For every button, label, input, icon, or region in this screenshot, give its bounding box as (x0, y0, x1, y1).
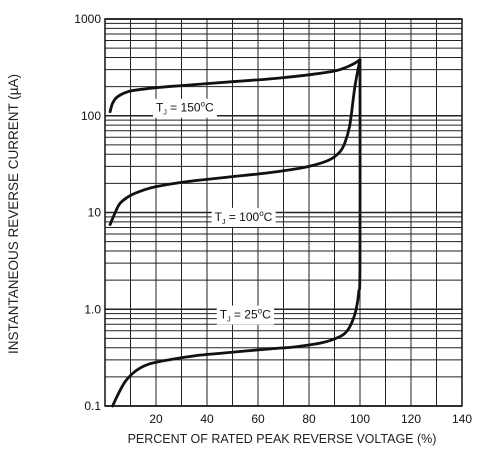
curve-label-bg-series-2 (216, 305, 275, 325)
curve-label-series-0: TJ = 150oC (156, 100, 214, 117)
x-tick-label: 100 (350, 412, 370, 426)
x-tick-label: 80 (302, 412, 316, 426)
curve-label-bg-series-1 (211, 207, 276, 227)
data-curves (108, 58, 362, 408)
x-tick-label: 60 (251, 412, 265, 426)
curve-label-series-1: TJ = 100oC (215, 209, 273, 226)
x-tick-label: 20 (149, 412, 163, 426)
x-tick-label: 140 (452, 412, 472, 426)
y-tick-label: 0.1 (84, 399, 101, 413)
curve-label-series-2: TJ = 25oC (220, 307, 271, 324)
y-tick-label: 100 (81, 109, 101, 123)
x-tick-labels: 20 40 60 80 100 120 140 (149, 412, 472, 426)
grid-lines (104, 18, 463, 407)
plot-frame (104, 18, 463, 407)
y-tick-label: 10 (88, 206, 102, 220)
curve-series-2 (111, 58, 362, 408)
x-tick-label: 120 (401, 412, 421, 426)
y-axis-label: INSTANTANEOUS REVERSE CURRENT (µA) (6, 74, 21, 354)
curve-series-1 (108, 58, 362, 226)
curve-labels: TJ = 150oC TJ = 100oC TJ = 25oC (153, 98, 276, 325)
curve-label-bg-series-0 (153, 98, 217, 118)
y-tick-label: 1.0 (84, 302, 101, 316)
x-tick-label: 40 (200, 412, 214, 426)
x-axis-label: PERCENT OF RATED PEAK REVERSE VOLTAGE (%… (128, 432, 437, 446)
y-tick-label: 1000 (74, 12, 101, 26)
curve-series-0 (108, 58, 362, 114)
y-tick-labels: 0.1 1.0 10 100 1000 (74, 12, 101, 413)
